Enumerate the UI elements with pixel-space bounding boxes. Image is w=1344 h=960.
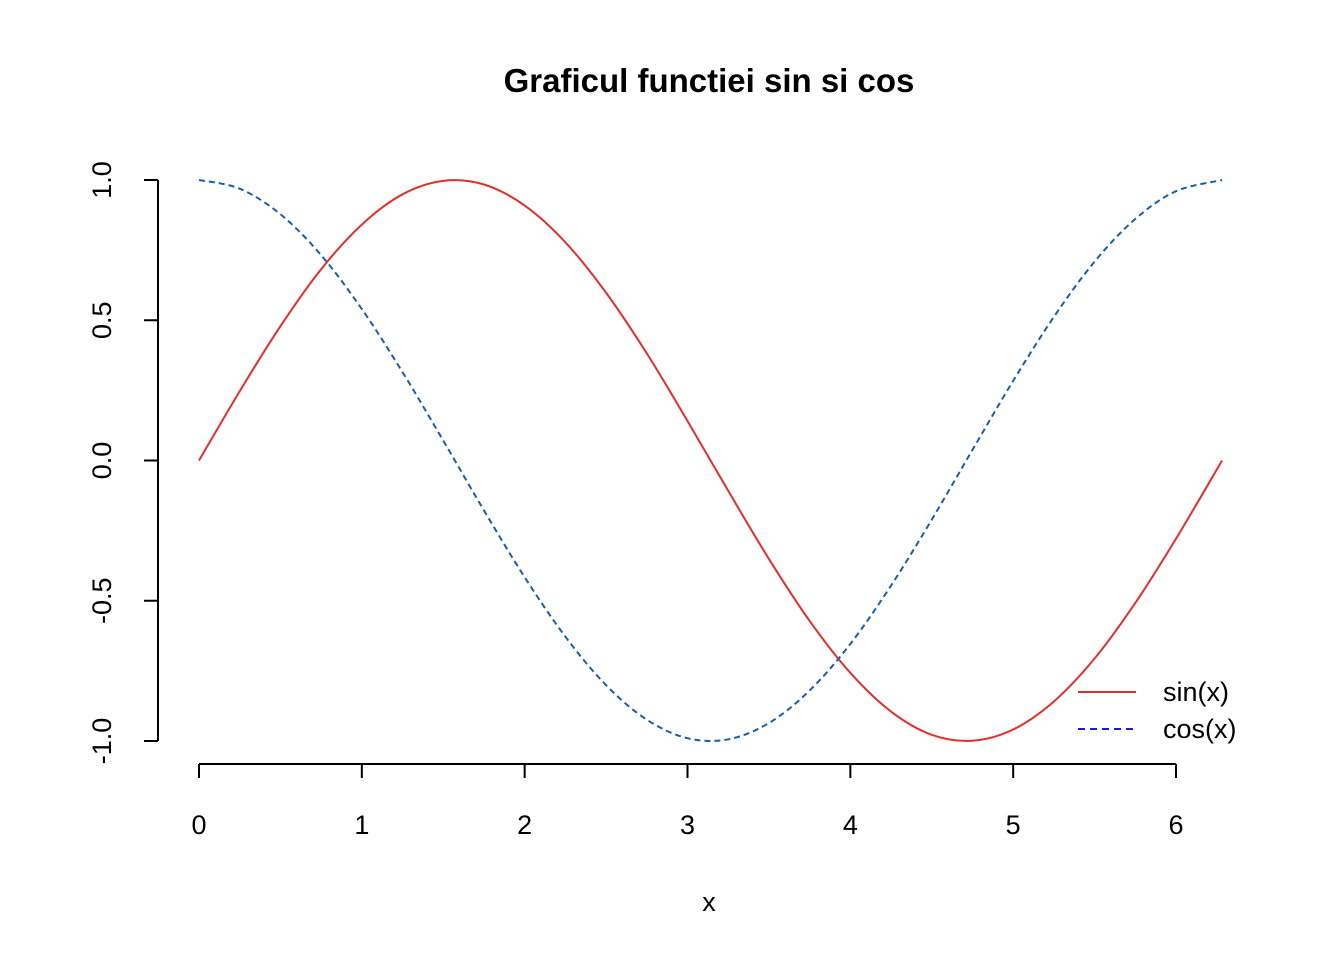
legend: sin(x) cos(x): [1078, 677, 1237, 744]
y-tick-label: 1.0: [87, 161, 117, 199]
x-tick-label: 4: [843, 810, 858, 840]
x-tick-label: 2: [517, 810, 532, 840]
x-tick-label: 5: [1006, 810, 1021, 840]
y-tick-label: 0.0: [87, 442, 117, 480]
y-tick-label: -0.5: [87, 577, 117, 624]
y-axis: -1.0 -0.5 0.0 0.5 1.0: [87, 161, 159, 765]
chart-title: Graficul functiei sin si cos: [504, 62, 915, 99]
x-axis-title: x: [702, 887, 716, 917]
legend-label-sin: sin(x): [1163, 677, 1229, 707]
x-axis: 0 1 2 3 4 5 6: [191, 763, 1184, 840]
x-tick-label: 0: [191, 810, 206, 840]
series-layer: [198, 179, 1223, 742]
legend-label-cos: cos(x): [1163, 714, 1237, 744]
x-tick-label: 1: [354, 810, 369, 840]
y-tick-label: 0.5: [87, 301, 117, 339]
series-line-sin: [198, 179, 1223, 742]
x-tick-label: 6: [1168, 810, 1183, 840]
y-tick-label: -1.0: [87, 718, 117, 765]
series-line-cos: [198, 179, 1223, 742]
x-tick-label: 3: [680, 810, 695, 840]
